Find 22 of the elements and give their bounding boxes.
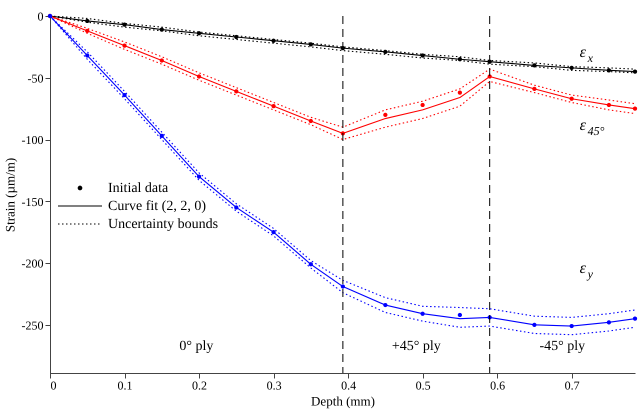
legend-label: Initial data xyxy=(108,181,170,196)
y-tick-label: -150 xyxy=(22,194,44,209)
x-tick-label: 0.1 xyxy=(118,378,133,392)
y-tick-label: -200 xyxy=(22,256,44,271)
x-tick-label: 0.6 xyxy=(490,378,506,392)
x-tick-label: 0.3 xyxy=(266,378,282,392)
y-tick-label: 0 xyxy=(38,10,44,24)
x-tick-label: 0.4 xyxy=(341,378,356,392)
y-tick-label: -100 xyxy=(22,133,44,148)
annotation: +45° ply xyxy=(392,339,441,354)
y-tick-label: -250 xyxy=(22,318,44,332)
x-tick-label: 0.5 xyxy=(416,378,431,392)
x-axis-title: Depth (mm) xyxy=(311,394,375,408)
y-axis-title: Strain (µm/m) xyxy=(2,158,18,232)
annotation: 0° ply xyxy=(179,339,214,354)
legend-label: Curve fit (2, 2, 0) xyxy=(108,199,206,214)
x-tick-label: 0 xyxy=(50,378,56,392)
annotation: -45° ply xyxy=(540,339,586,354)
x-tick-label: 0.7 xyxy=(564,378,580,392)
legend-label: Uncertainty bounds xyxy=(108,217,218,232)
y-tick-label: -50 xyxy=(28,71,44,86)
x-tick-label: 0.2 xyxy=(192,378,208,392)
